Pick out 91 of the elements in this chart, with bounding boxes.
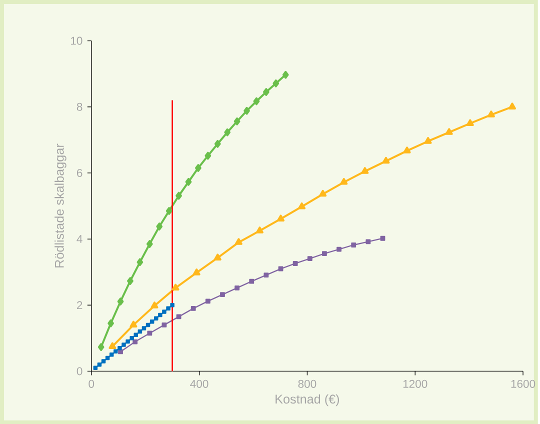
point — [249, 278, 254, 284]
point — [98, 343, 104, 351]
point — [220, 292, 225, 297]
y-tick-label: 2 — [76, 301, 82, 309]
point — [244, 106, 250, 115]
point — [105, 356, 110, 360]
point — [142, 326, 146, 330]
point — [132, 339, 138, 344]
point — [214, 254, 222, 260]
point — [146, 322, 150, 327]
x-tick-label: 0 — [88, 380, 94, 388]
point — [424, 136, 432, 144]
point — [256, 226, 264, 234]
point — [150, 319, 154, 324]
x-axis-title: Kostnad (€) — [276, 394, 340, 406]
point — [122, 342, 126, 347]
point — [322, 250, 327, 256]
point — [263, 88, 270, 96]
point — [118, 346, 122, 350]
point — [190, 306, 196, 311]
point — [214, 140, 221, 148]
point — [117, 297, 124, 306]
point — [277, 214, 285, 222]
point — [366, 239, 371, 244]
point — [445, 128, 453, 135]
x-tick-label: 1200 — [403, 380, 428, 388]
point — [195, 164, 202, 172]
point — [340, 178, 348, 185]
x-tick-label: 1600 — [511, 380, 536, 388]
y-tick-label: 6 — [77, 168, 82, 177]
point — [234, 285, 240, 290]
point — [224, 128, 231, 136]
point — [205, 298, 210, 304]
point — [176, 314, 182, 319]
point — [192, 268, 200, 276]
point — [361, 166, 369, 174]
point — [403, 146, 411, 154]
y-tick-label: 8 — [76, 102, 82, 111]
point — [282, 70, 289, 79]
point — [172, 284, 180, 290]
point — [382, 156, 390, 164]
point — [319, 190, 327, 197]
point — [170, 302, 174, 308]
point — [130, 336, 134, 340]
point — [127, 276, 134, 285]
point — [487, 110, 495, 118]
point — [118, 349, 123, 354]
x-tick-label: 800 — [298, 380, 316, 388]
point — [185, 178, 192, 186]
point — [380, 236, 386, 241]
y-tick-label: 4 — [76, 234, 82, 243]
point — [146, 240, 153, 248]
point — [204, 152, 212, 160]
x-tick-label: 400 — [190, 380, 208, 388]
point — [351, 242, 356, 248]
point — [101, 359, 106, 364]
point — [93, 366, 98, 370]
point — [154, 316, 158, 320]
point — [97, 362, 102, 367]
point — [176, 192, 182, 200]
point — [156, 222, 163, 230]
point — [108, 342, 116, 349]
point — [108, 319, 114, 328]
point — [134, 332, 138, 337]
point — [292, 260, 298, 266]
point — [126, 339, 130, 344]
point — [234, 238, 242, 245]
point — [166, 306, 170, 310]
point — [162, 322, 167, 328]
point — [508, 102, 516, 110]
point — [130, 320, 138, 328]
point — [150, 301, 158, 308]
point — [138, 329, 142, 334]
point — [466, 119, 474, 126]
y-axis-title: Rödlistade skalbaggar — [54, 144, 66, 268]
point — [253, 97, 260, 106]
point — [307, 256, 312, 261]
point — [136, 258, 144, 266]
point — [272, 79, 280, 88]
point — [336, 246, 342, 252]
y-tick-label: 0 — [76, 367, 82, 376]
point — [162, 309, 166, 314]
point — [234, 117, 240, 126]
point — [264, 272, 269, 278]
point — [166, 206, 172, 215]
point — [147, 330, 152, 336]
y-tick-label: 10 — [71, 36, 82, 45]
point — [109, 352, 114, 357]
point — [158, 312, 162, 318]
point — [298, 202, 306, 210]
point — [114, 349, 118, 354]
